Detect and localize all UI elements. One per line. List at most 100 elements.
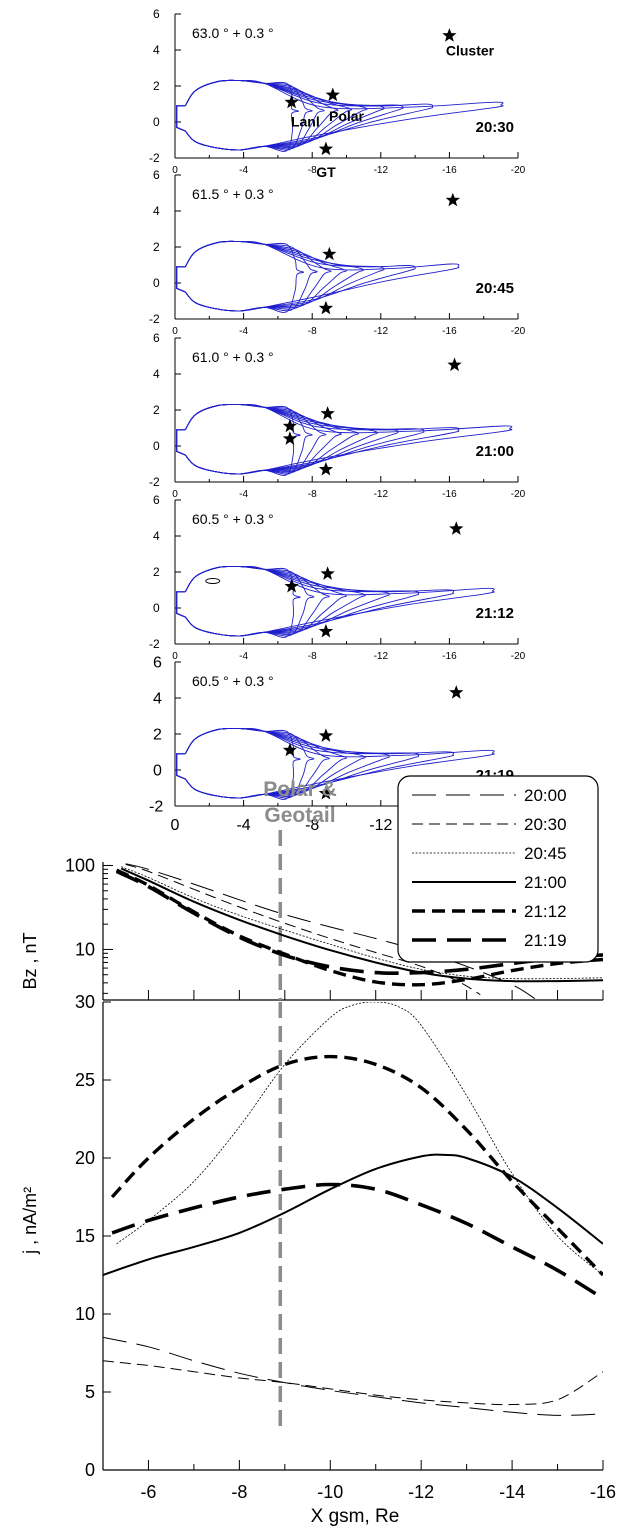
series-line [103, 1153, 603, 1276]
field-line [184, 79, 353, 151]
time-label: 20:45 [476, 280, 514, 297]
y-tick-label: 100 [65, 855, 95, 875]
y-tick-label: 4 [153, 204, 160, 218]
spacecraft-star [318, 300, 334, 315]
y-tick-label: 0 [153, 276, 160, 290]
legend-label: 20:30 [524, 815, 567, 834]
y-tick-label: 0 [153, 115, 160, 129]
series-group [115, 863, 603, 1000]
current-density-chart: 0 5 10 15 20 25 30 -6 -8 -10 -12 -14 -16 X gsm, Re j ,… [20, 992, 616, 1527]
y-tick-label: 0 [85, 1460, 95, 1480]
field-line [184, 403, 378, 475]
x-tick-label: 0 [172, 489, 178, 500]
angle-label: 60.5 ° + 0.3 ° [192, 511, 274, 527]
x-tick-label: -12 [369, 817, 392, 834]
x-tick-label: -10 [317, 1482, 343, 1502]
legend-label: 21:19 [524, 931, 567, 950]
spacecraft-star [282, 742, 297, 757]
spacecraft-star [318, 623, 334, 638]
spacecraft-star [442, 28, 457, 42]
field-lines [184, 79, 504, 152]
series-line [111, 1182, 603, 1300]
y-axis-label: j , nA/m² [20, 1187, 40, 1255]
earth-boundary [176, 753, 186, 780]
x-tick-label: -20 [511, 326, 526, 337]
x-tick-label: -8 [308, 326, 317, 337]
angle-label: 61.0 ° + 0.3 ° [192, 349, 274, 365]
field-line [184, 565, 455, 637]
vline-label: Polar & [263, 778, 337, 801]
spacecraft-star [284, 94, 299, 109]
x-tick-label: -14 [499, 1482, 525, 1502]
field-lines [184, 565, 495, 638]
y-tick-label: -2 [149, 312, 160, 326]
spacecraft-star [449, 685, 464, 699]
y-tick-label: 6 [153, 7, 160, 21]
series-line [103, 1336, 603, 1416]
spacecraft-star [318, 728, 334, 742]
x-tick-label: -16 [442, 651, 457, 662]
legend-label: 21:12 [524, 902, 567, 921]
field-line [184, 727, 495, 799]
x-tick-label: 0 [172, 326, 178, 337]
x-tick-label: -16 [590, 1482, 616, 1502]
earth-boundary [176, 591, 186, 618]
earth-boundary [176, 429, 186, 456]
field-line [184, 565, 366, 637]
legend-label: 20:00 [524, 786, 567, 805]
x-tick-label: -16 [442, 326, 457, 337]
x-tick-label: 0 [172, 651, 178, 662]
x-tick-label: -12 [374, 165, 389, 176]
angle-label: 61.5 ° + 0.3 ° [192, 186, 274, 202]
series-group [103, 1002, 603, 1416]
bz-chart: 100 10 Bz , nT Polar & Geotail 20:00 20:30 20:4… [20, 775, 604, 1001]
x-tick-label: 0 [172, 165, 178, 176]
series-line [125, 863, 481, 996]
spacecraft-star [318, 141, 334, 156]
y-tick-label: 25 [75, 1070, 95, 1090]
y-tick-label: 30 [75, 992, 95, 1012]
y-tick-label: 2 [153, 565, 160, 579]
spacecraft-star [282, 431, 297, 445]
y-tick-label: 6 [153, 168, 160, 182]
series-line [103, 1360, 603, 1406]
field-lines [184, 727, 495, 800]
x-tick-label: -4 [239, 165, 248, 176]
y-tick-label: 0 [153, 439, 160, 453]
y-tick-label: 4 [153, 43, 160, 57]
field-line [184, 79, 504, 151]
x-tick-label: -4 [239, 651, 248, 662]
x-tick-label: -4 [239, 489, 248, 500]
x-tick-label: -8 [305, 817, 319, 834]
x-tick-label: -20 [511, 651, 526, 662]
y-tick-label: 5 [85, 1382, 95, 1402]
series-line [120, 867, 603, 983]
spacecraft-star [445, 192, 460, 207]
earth-boundary [176, 105, 186, 132]
y-tick-label: 2 [153, 79, 160, 93]
closed-loop [205, 578, 221, 584]
legend-label: 21:00 [524, 873, 567, 892]
y-tick-label: -2 [149, 151, 160, 165]
field-line [184, 565, 347, 637]
y-tick-label: 4 [153, 691, 162, 708]
polar-label: Polar [329, 108, 365, 124]
y-tick-label: -2 [149, 799, 163, 816]
x-tick-label: -20 [511, 165, 526, 176]
series-line [116, 1002, 603, 1276]
y-tick-label: 2 [153, 240, 160, 254]
x-axis-label: X gsm, Re [311, 1506, 400, 1527]
y-tick-label: -2 [149, 637, 160, 651]
field-line [184, 79, 299, 152]
spacecraft-star [447, 357, 462, 372]
spacecraft-star [318, 461, 334, 476]
lanl-label: Lanl [291, 114, 320, 130]
time-label: 21:12 [476, 605, 514, 622]
vline-label: Geotail [264, 804, 335, 827]
y-tick-label: 15 [75, 1226, 95, 1246]
x-tick-label: -4 [236, 817, 250, 834]
spacecraft-star [320, 406, 335, 420]
x-tick-label: -12 [408, 1482, 434, 1502]
